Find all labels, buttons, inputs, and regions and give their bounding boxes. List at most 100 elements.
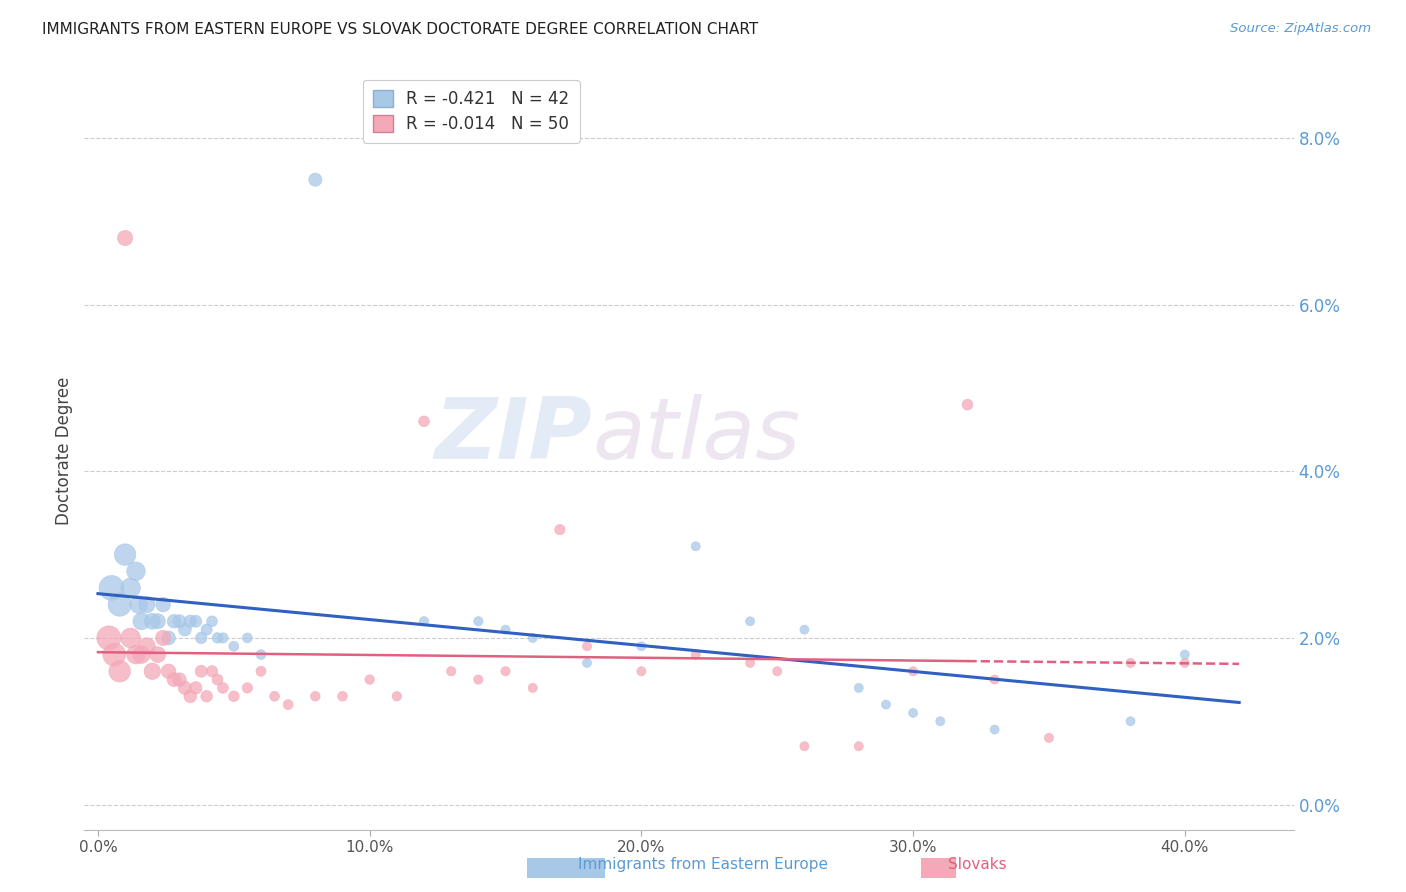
Point xyxy=(793,623,815,637)
Point xyxy=(332,690,354,704)
Point xyxy=(766,665,789,679)
Point xyxy=(522,631,544,645)
Text: Source: ZipAtlas.com: Source: ZipAtlas.com xyxy=(1230,22,1371,36)
Point xyxy=(184,681,207,695)
Point xyxy=(179,614,201,628)
Point xyxy=(146,648,169,662)
Point xyxy=(413,614,436,628)
Point xyxy=(956,398,979,412)
Point xyxy=(212,631,235,645)
Point xyxy=(359,673,381,687)
Point xyxy=(263,690,285,704)
Point xyxy=(630,665,652,679)
Point xyxy=(901,706,924,720)
Point xyxy=(250,665,273,679)
Point xyxy=(152,598,174,612)
Point xyxy=(304,690,326,704)
Point xyxy=(738,656,761,670)
Point xyxy=(141,614,163,628)
Point xyxy=(135,598,157,612)
Point xyxy=(135,640,157,654)
Point xyxy=(1038,731,1060,745)
Point xyxy=(195,690,218,704)
Point xyxy=(901,665,924,679)
Point xyxy=(169,614,191,628)
Point xyxy=(413,414,436,428)
Point xyxy=(131,614,153,628)
Point xyxy=(184,614,207,628)
Point xyxy=(548,523,571,537)
Point xyxy=(385,690,408,704)
Point xyxy=(738,614,761,628)
Point xyxy=(983,673,1005,687)
Point xyxy=(190,631,212,645)
Point xyxy=(131,648,153,662)
Point xyxy=(1119,656,1142,670)
Point xyxy=(97,631,120,645)
Point xyxy=(100,581,122,595)
Point xyxy=(108,598,131,612)
Point xyxy=(685,648,707,662)
Point xyxy=(495,623,517,637)
Point xyxy=(576,640,599,654)
Point xyxy=(125,564,148,578)
Point xyxy=(236,631,259,645)
Point xyxy=(630,640,652,654)
Point xyxy=(848,681,870,695)
Point xyxy=(174,681,197,695)
Text: ZIP: ZIP xyxy=(434,393,592,477)
Point xyxy=(277,698,299,712)
Point xyxy=(467,614,489,628)
Point xyxy=(125,648,148,662)
Point xyxy=(848,739,870,754)
Point xyxy=(1119,714,1142,729)
Point xyxy=(120,631,142,645)
Point xyxy=(304,172,326,186)
Point xyxy=(440,665,463,679)
Point xyxy=(875,698,897,712)
Point xyxy=(983,723,1005,737)
Point xyxy=(495,665,517,679)
Point xyxy=(114,548,136,562)
Point xyxy=(467,673,489,687)
Point xyxy=(1174,648,1197,662)
Point xyxy=(576,656,599,670)
Point xyxy=(152,631,174,645)
Point xyxy=(793,739,815,754)
Point xyxy=(522,681,544,695)
Point xyxy=(169,673,191,687)
Point xyxy=(114,231,136,245)
Point xyxy=(685,539,707,553)
Point xyxy=(179,690,201,704)
Point xyxy=(207,631,229,645)
Point xyxy=(128,598,150,612)
Text: atlas: atlas xyxy=(592,393,800,477)
Point xyxy=(201,665,224,679)
Point xyxy=(157,665,180,679)
Y-axis label: Doctorate Degree: Doctorate Degree xyxy=(55,376,73,524)
Point xyxy=(141,665,163,679)
Point xyxy=(929,714,952,729)
Point xyxy=(222,690,245,704)
Point xyxy=(236,681,259,695)
Point xyxy=(174,623,197,637)
Text: IMMIGRANTS FROM EASTERN EUROPE VS SLOVAK DOCTORATE DEGREE CORRELATION CHART: IMMIGRANTS FROM EASTERN EUROPE VS SLOVAK… xyxy=(42,22,758,37)
Point xyxy=(190,665,212,679)
Text: Slovaks: Slovaks xyxy=(948,857,1007,872)
Point xyxy=(222,640,245,654)
Point xyxy=(120,581,142,595)
Point xyxy=(163,614,186,628)
Point xyxy=(250,648,273,662)
Point xyxy=(207,673,229,687)
Point xyxy=(195,623,218,637)
Point xyxy=(201,614,224,628)
Point xyxy=(1174,656,1197,670)
Point xyxy=(163,673,186,687)
Point xyxy=(212,681,235,695)
Point xyxy=(157,631,180,645)
Text: Immigrants from Eastern Europe: Immigrants from Eastern Europe xyxy=(578,857,828,872)
Point xyxy=(103,648,125,662)
Legend: R = -0.421   N = 42, R = -0.014   N = 50: R = -0.421 N = 42, R = -0.014 N = 50 xyxy=(363,79,579,143)
Point xyxy=(108,665,131,679)
Point xyxy=(146,614,169,628)
